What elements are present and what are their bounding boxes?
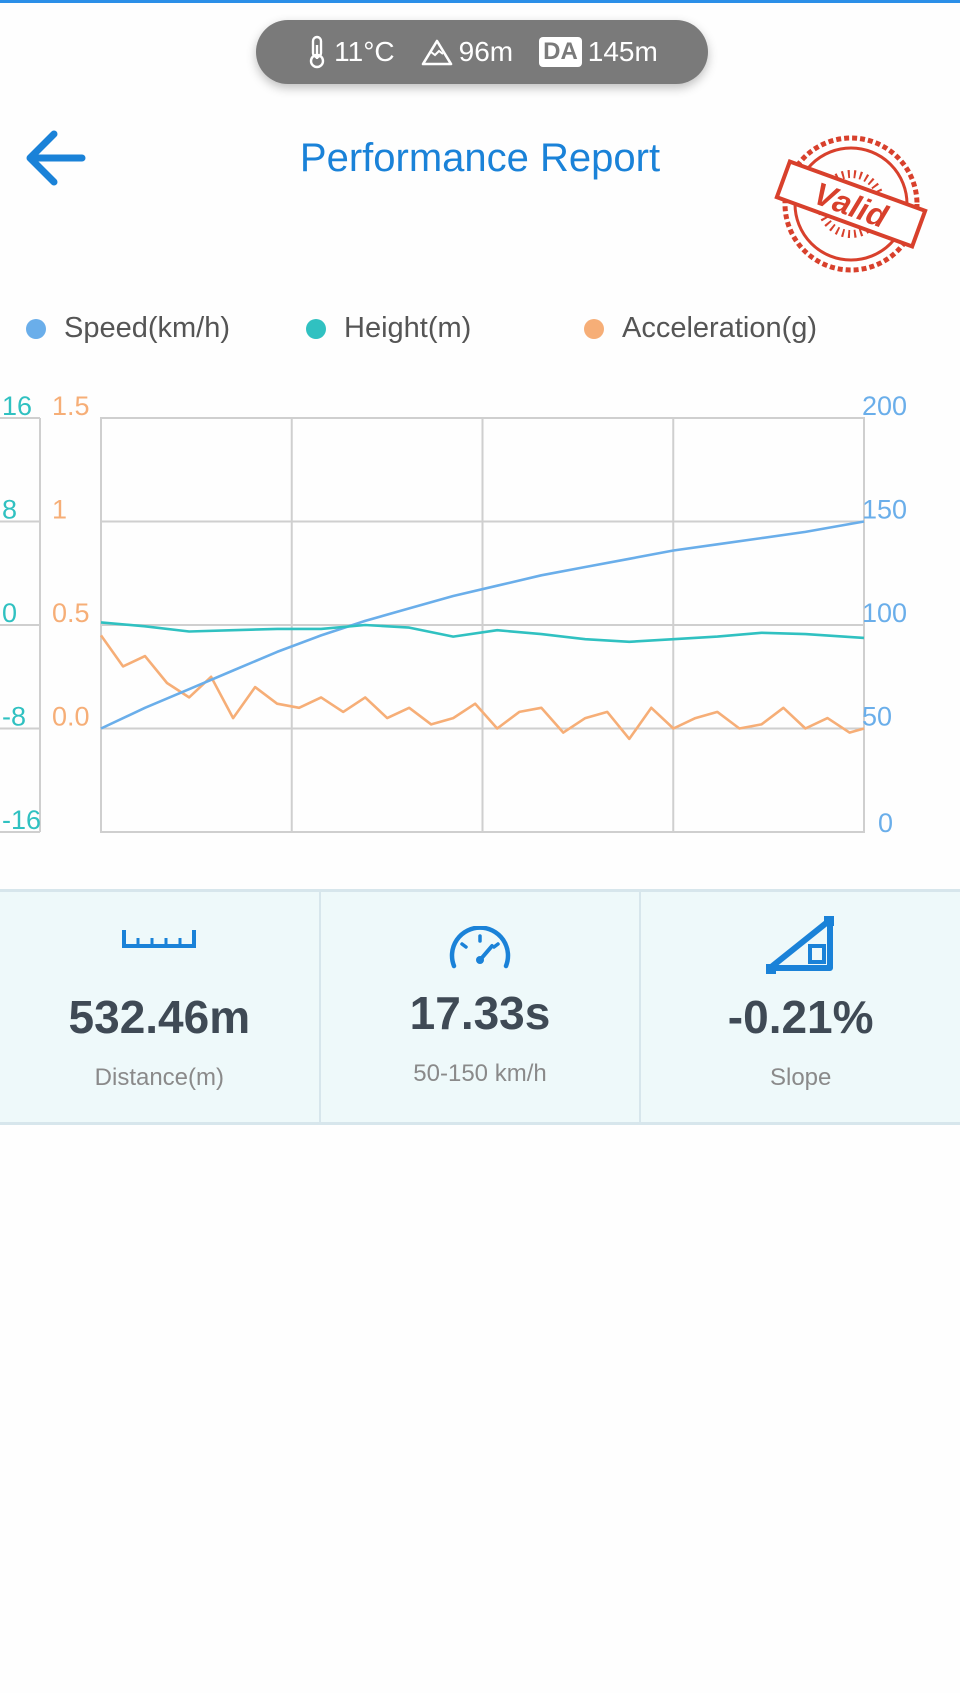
density-altitude-value: 145m bbox=[587, 36, 658, 67]
acceleration-tick-label: 1 bbox=[52, 495, 67, 525]
ruler-icon bbox=[122, 926, 197, 955]
chart-axes: 16 8 0 -8 -16 1.5 1 0.5 0.0 200 150 100 50 0 bbox=[0, 391, 907, 838]
legend-label-acceleration: Acceleration(g) bbox=[622, 312, 818, 344]
stats-panel: 532.46m Distance(m) 17.33s 50-150 km/h -… bbox=[0, 889, 960, 1125]
top-accent-line bbox=[0, 0, 960, 3]
performance-chart: 16 8 0 -8 -16 1.5 1 0.5 0.0 200 150 100 50 0 bbox=[0, 380, 960, 860]
altitude-item: 96m bbox=[421, 36, 513, 68]
slope-label: Slope bbox=[769, 1064, 832, 1091]
temperature-value: 11°C bbox=[334, 36, 395, 67]
valid-stamp: Valid bbox=[770, 126, 932, 282]
legend-acceleration[interactable]: Acceleration(g) bbox=[584, 312, 817, 345]
legend-label-speed: Speed(km/h) bbox=[64, 312, 231, 344]
mountain-icon bbox=[421, 39, 452, 66]
height-tick-label: 0 bbox=[2, 598, 17, 628]
speedometer-icon bbox=[448, 925, 512, 975]
legend-dot-acceleration bbox=[584, 318, 604, 339]
height-tick-label: 8 bbox=[2, 495, 17, 525]
legend-label-height: Height(m) bbox=[344, 312, 472, 344]
speed-series-line bbox=[100, 520, 865, 730]
speed-tick-label: 50 bbox=[862, 702, 892, 732]
arrow-left-icon bbox=[26, 130, 86, 186]
speed-tick-label: 200 bbox=[862, 391, 907, 421]
time-value: 17.33s bbox=[409, 987, 551, 1039]
distance-value: 532.46m bbox=[68, 991, 251, 1043]
stat-distance[interactable]: 532.46m Distance(m) bbox=[0, 892, 319, 1122]
legend-dot-height bbox=[306, 318, 326, 339]
height-tick-label: 16 bbox=[2, 391, 32, 421]
back-button[interactable] bbox=[20, 126, 90, 190]
slope-icon bbox=[765, 916, 836, 981]
legend-height[interactable]: Height(m) bbox=[306, 312, 471, 345]
acceleration-series-line bbox=[99, 634, 865, 741]
speed-tick-label: 150 bbox=[862, 495, 907, 525]
stat-time[interactable]: 17.33s 50-150 km/h bbox=[318, 892, 640, 1122]
density-altitude-item: DA 145m bbox=[539, 36, 658, 68]
chart-svg: 16 8 0 -8 -16 1.5 1 0.5 0.0 200 150 100 50 0 bbox=[0, 391, 907, 838]
chart-series bbox=[99, 520, 865, 741]
height-tick-label: -16 bbox=[2, 805, 41, 835]
da-icon: DA bbox=[539, 37, 582, 67]
altitude-value: 96m bbox=[458, 36, 514, 67]
stat-slope[interactable]: -0.21% Slope bbox=[639, 892, 960, 1122]
page-title: Performance Report bbox=[299, 136, 661, 180]
speed-tick-label: 100 bbox=[862, 598, 907, 628]
temperature-item: 11°C bbox=[306, 35, 395, 69]
chart-legend: Speed(km/h) Height(m) Acceleration(g) bbox=[0, 312, 960, 356]
chart-grid bbox=[100, 417, 865, 833]
conditions-pill: 11°C 96m DA 145m bbox=[256, 20, 708, 84]
time-label: 50-150 km/h bbox=[413, 1060, 547, 1087]
slope-value: -0.21% bbox=[727, 991, 874, 1043]
acceleration-tick-label: 0.5 bbox=[52, 598, 90, 628]
height-series-line bbox=[100, 621, 865, 644]
legend-dot-speed bbox=[26, 318, 46, 339]
height-tick-label: -8 bbox=[2, 702, 26, 732]
speed-tick-label: 0 bbox=[878, 808, 893, 838]
distance-label: Distance(m) bbox=[94, 1064, 225, 1091]
thermometer-icon bbox=[309, 35, 325, 69]
acceleration-tick-label: 0.0 bbox=[52, 702, 90, 732]
acceleration-tick-label: 1.5 bbox=[52, 391, 90, 421]
legend-speed[interactable]: Speed(km/h) bbox=[26, 312, 230, 345]
